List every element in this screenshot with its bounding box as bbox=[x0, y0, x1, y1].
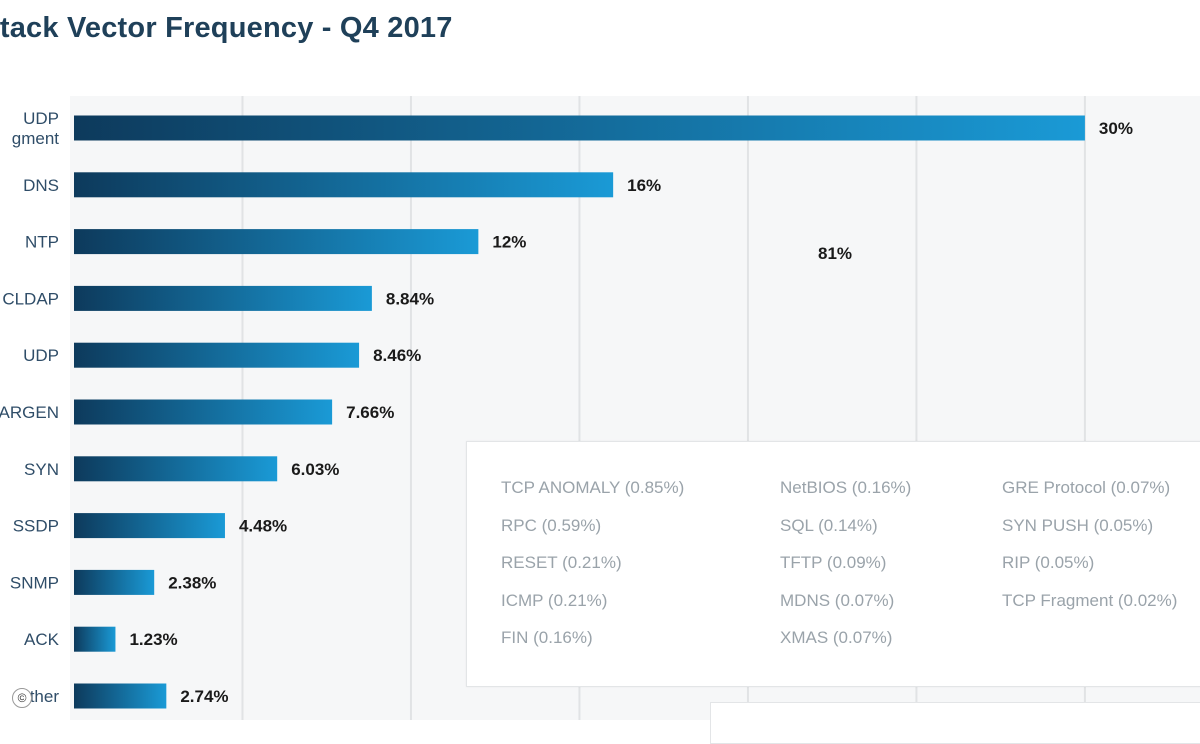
category-label: SYN bbox=[24, 460, 59, 479]
value-label: 30% bbox=[1099, 119, 1133, 138]
minor-vector-item: ICMP (0.21%) bbox=[501, 590, 608, 610]
minor-vector-item: RIP (0.05%) bbox=[1002, 553, 1095, 572]
category-label: gment bbox=[12, 129, 60, 148]
value-label: 6.03% bbox=[291, 460, 339, 479]
bottom-panel bbox=[710, 702, 1200, 744]
bar-cldap bbox=[74, 285, 372, 311]
value-label: 1.23% bbox=[129, 630, 177, 649]
minor-vector-item: RESET (0.21%) bbox=[501, 553, 622, 572]
value-label: 12% bbox=[492, 233, 526, 252]
minor-vector-item: XMAS (0.07%) bbox=[780, 628, 893, 647]
category-label: NTP bbox=[25, 233, 59, 252]
bar-chargen bbox=[74, 399, 333, 425]
value-label: 7.66% bbox=[346, 403, 394, 422]
minor-vector-item: TFTP (0.09%) bbox=[780, 553, 887, 572]
category-label: DNS bbox=[23, 176, 59, 195]
minor-vector-item: FIN (0.16%) bbox=[501, 628, 593, 647]
chart-title: ttack Vector Frequency - Q4 2017 bbox=[0, 12, 453, 44]
total-percentage-label: 81% bbox=[818, 244, 853, 263]
minor-vector-item: TCP Fragment (0.02%) bbox=[1002, 590, 1178, 610]
value-label: 4.48% bbox=[239, 517, 287, 536]
category-label: ARGEN bbox=[0, 403, 59, 422]
bar-ssdp bbox=[74, 513, 225, 539]
category-labels: UDPgmentDNSNTPCLDAPUDPARGENSYNSSDPSNMPAC… bbox=[0, 109, 60, 706]
minor-vector-item: NetBIOS (0.16%) bbox=[780, 478, 912, 497]
minor-vector-item: RPC (0.59%) bbox=[501, 515, 602, 535]
bar-dns bbox=[74, 172, 614, 198]
minor-vectors-panel: TCP ANOMALY (0.85%) RPC (0.59%) RESET (0.2… bbox=[466, 441, 1200, 687]
copyright-icon: © bbox=[12, 688, 32, 708]
bar-ntp bbox=[74, 229, 479, 255]
category-label: ACK bbox=[24, 630, 60, 649]
value-label: 8.84% bbox=[386, 289, 434, 308]
minor-vector-item: TCP ANOMALY (0.85%) bbox=[501, 478, 685, 497]
category-label: UDP bbox=[23, 109, 59, 128]
value-label: 2.74% bbox=[180, 687, 228, 706]
bar-udp bbox=[74, 342, 360, 368]
minor-vector-item: SQL (0.14%) bbox=[780, 515, 878, 535]
bar-chart: 30% 16% 12% 8.84% 8.46% 7.66% 6.03% 4.48% 2.38% 1… bbox=[74, 96, 1133, 720]
minor-vector-item: GRE Protocol (0.07%) bbox=[1002, 478, 1171, 497]
minor-vector-item: SYN PUSH (0.05%) bbox=[1002, 515, 1154, 535]
bar-ack bbox=[74, 626, 116, 652]
minor-vector-item: MDNS (0.07%) bbox=[780, 590, 895, 610]
category-label: UDP bbox=[23, 346, 59, 365]
bar-udp-fragment bbox=[74, 115, 1085, 141]
category-label: SNMP bbox=[10, 573, 59, 592]
bar-snmp bbox=[74, 569, 155, 595]
category-label: SSDP bbox=[13, 517, 59, 536]
bar-syn bbox=[74, 456, 278, 482]
category-label: CLDAP bbox=[2, 289, 59, 308]
value-label: 2.38% bbox=[168, 573, 216, 592]
bar-other bbox=[74, 683, 167, 709]
value-label: 16% bbox=[627, 176, 661, 195]
value-label: 8.46% bbox=[373, 346, 421, 365]
chart-plot-area: 30% 16% 12% 8.84% 8.46% 7.66% 6.03% 4.48% 2.38% 1… bbox=[70, 96, 1200, 720]
